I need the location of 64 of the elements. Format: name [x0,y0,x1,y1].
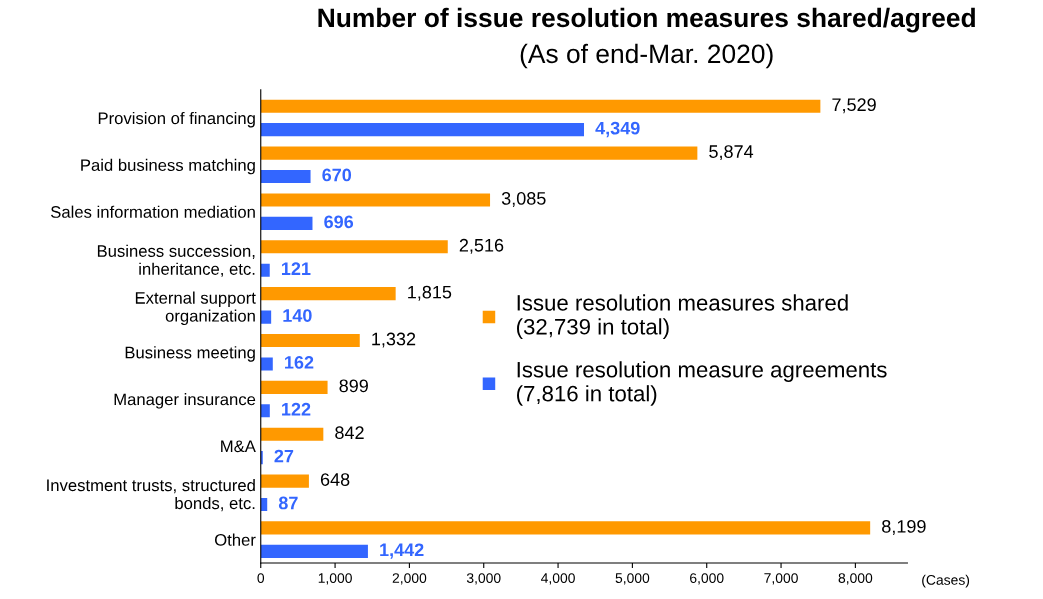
data-label: 842 [335,426,364,440]
data-label: 3,085 [501,192,546,207]
bar [260,380,328,394]
data-label: 648 [320,473,350,486]
bar [260,521,871,535]
x-tick-label: 2,000 [392,573,427,585]
data-label: 140 [283,309,312,322]
bar [260,404,270,418]
bar [260,263,270,277]
x-tick-label: 5,000 [615,573,650,585]
legend-label: Issue resolution measures shared (32,739 in total) [517,294,848,339]
data-label: 899 [339,379,368,393]
data-label: 5,874 [709,145,754,161]
legend-label: Issue resolution measure agreements (7,816 in total) [517,361,887,406]
x-tick-label: 8,000 [838,573,873,585]
bar [260,146,698,160]
x-tick-label: 3,000 [466,573,501,585]
bar [260,427,324,441]
data-label: 122 [282,402,311,416]
x-tick-label: 1,000 [318,573,352,585]
data-label: 1,332 [372,332,416,348]
y-tick-label: Paid business matching [81,158,255,175]
bar [260,333,360,348]
data-label: 1,442 [380,543,424,559]
bar [260,474,309,488]
x-tick-label: 6,000 [690,573,724,585]
chart-title: Number of issue resolution measures shared/agreed [318,7,975,33]
chart-subtitle: (As of end-Mar. 2020) [520,43,773,69]
bar [260,497,268,512]
bar [260,99,821,113]
bar [260,544,368,558]
data-label: 2,516 [459,238,504,254]
y-tick-label: Manager insurance [114,393,256,409]
bar [260,240,448,254]
bar [260,123,585,137]
x-axis-title: (Cases) [922,574,970,588]
x-tick-label: 0 [257,573,265,583]
bar [260,451,263,465]
data-label: 87 [278,496,298,510]
y-tick-label: Other [215,533,256,546]
y-tick-label: Provision of financing [98,111,255,128]
y-tick-label: External support organization [135,291,256,326]
data-label: 162 [285,356,314,369]
data-label: 696 [324,215,354,229]
y-tick-label: Investment trusts, structured bonds, etc. [47,478,255,512]
bar [260,216,313,230]
bar [260,357,273,371]
x-tick-label: 4,000 [541,573,575,585]
data-label: 27 [274,449,294,463]
data-label: 670 [322,168,352,182]
bar [260,193,491,207]
bar [260,287,396,301]
bar [260,310,272,324]
x-tick-label: 7,000 [764,573,798,585]
data-label: 7,529 [832,98,876,114]
bar [260,169,311,184]
y-tick-label: Business meeting [125,346,255,362]
y-tick-label: Sales information mediation [51,205,255,218]
data-label: 8,199 [882,519,926,535]
y-tick-label: Business succession, inheritance, etc. [97,244,255,277]
y-tick-label: M&A [221,440,256,453]
data-label: 4,349 [595,121,640,138]
data-label: 1,815 [408,285,452,301]
data-label: 121 [281,262,311,275]
